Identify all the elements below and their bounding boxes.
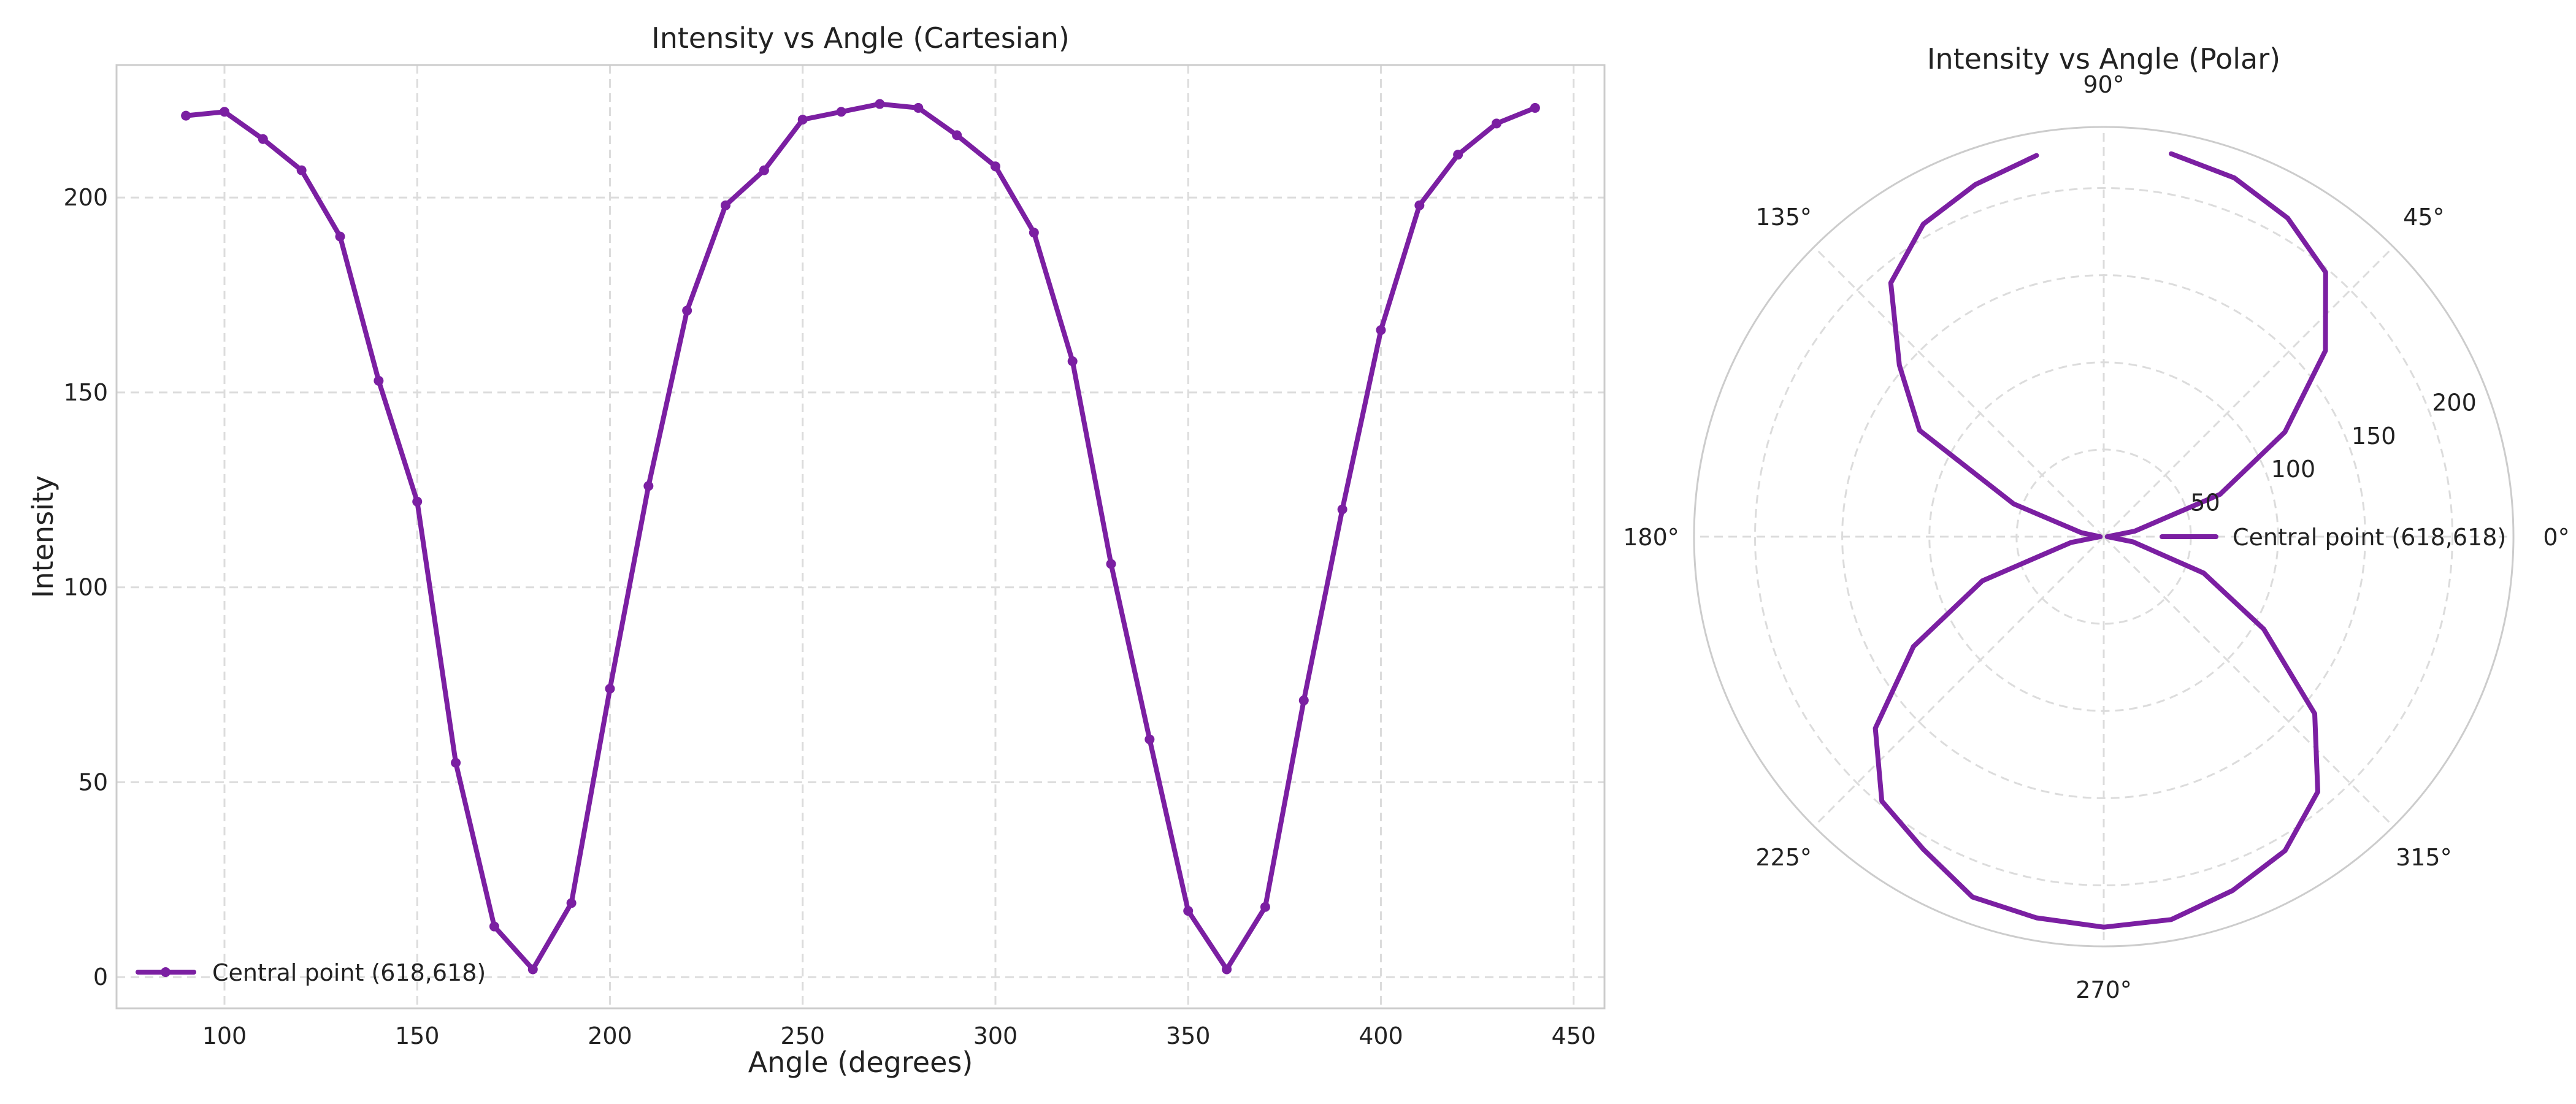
cartesian-data-point — [952, 130, 962, 140]
cartesian-x-tick-label: 200 — [588, 1022, 632, 1049]
cartesian-data-point — [412, 496, 423, 507]
polar-angle-tick-label: 180° — [1623, 524, 1679, 551]
cartesian-data-point — [1183, 906, 1194, 916]
cartesian-x-tick-label: 400 — [1359, 1022, 1403, 1049]
cartesian-data-point — [797, 114, 808, 125]
cartesian-data-point — [489, 921, 499, 932]
cartesian-data-point — [374, 375, 384, 386]
polar-radial-tick-labels: 50 100 150 200 — [2190, 389, 2476, 516]
cartesian-y-tick-label: 200 — [63, 184, 108, 211]
polar-angle-gridline — [2103, 535, 2394, 827]
cartesian-data-point — [682, 305, 692, 316]
polar-radial-gridline — [1754, 186, 2454, 887]
cartesian-data-point — [219, 107, 229, 117]
cartesian-data-point — [335, 231, 345, 242]
cartesian-data-point — [1144, 734, 1155, 745]
cartesian-data-point — [1222, 964, 1232, 975]
polar-angle-tick-label: 270° — [2076, 976, 2132, 1003]
polar-legend-label: Central point (618,618) — [2233, 524, 2506, 551]
polar-angle-gridline — [2103, 246, 2394, 538]
polar-radial-tick-label: 200 — [2432, 389, 2477, 416]
polar-chart: 0° 45° 90° 135° 180° 225° 270° 315° 50 100 150 200… — [1623, 42, 2569, 1003]
cartesian-data-point — [1376, 325, 1386, 335]
polar-angle-tick-label: 225° — [1755, 844, 1812, 871]
cartesian-data-point — [1414, 200, 1425, 210]
cartesian-data-point — [527, 964, 538, 975]
cartesian-data-point — [643, 481, 654, 491]
polar-angle-gridline — [1813, 535, 2105, 827]
cartesian-data-point — [1067, 356, 1078, 367]
cartesian-data-point — [1298, 695, 1309, 705]
cartesian-series-line — [183, 101, 1538, 972]
cartesian-data-point — [913, 102, 924, 113]
polar-gridlines — [1694, 127, 2513, 946]
polar-series-line — [1873, 151, 2328, 930]
cartesian-y-tick-label: 150 — [63, 379, 108, 406]
cartesian-plot-frame — [115, 64, 1606, 1010]
polar-angle-tick-label: 45° — [2403, 204, 2444, 231]
cartesian-gridlines — [117, 65, 1604, 1008]
polar-angle-tick-label: 315° — [2396, 844, 2452, 871]
cartesian-data-point — [1453, 150, 1463, 160]
cartesian-data-point — [1337, 504, 1347, 515]
cartesian-data-point — [296, 165, 307, 175]
cartesian-data-point — [566, 898, 577, 908]
cartesian-data-point — [1530, 102, 1540, 113]
cartesian-data-point — [1260, 902, 1270, 912]
cartesian-chart-title: Intensity vs Angle (Cartesian) — [651, 21, 1070, 55]
cartesian-chart: 100 150 200 250 300 350 400 450 0 50 100 150 200 In… — [26, 21, 1606, 1079]
polar-angle-tick-label: 90° — [2083, 71, 2124, 98]
cartesian-data-point — [875, 99, 885, 109]
polar-angle-tick-label: 135° — [1755, 204, 1812, 231]
cartesian-data-point — [990, 161, 1000, 172]
polar-angle-tick-label: 0° — [2543, 524, 2569, 551]
cartesian-x-tick-label: 450 — [1551, 1022, 1596, 1049]
cartesian-data-point — [1029, 228, 1039, 238]
cartesian-data-points — [181, 99, 1540, 975]
polar-radial-tick-label: 100 — [2271, 456, 2316, 483]
cartesian-x-tick-label: 150 — [395, 1022, 440, 1049]
cartesian-data-point — [759, 165, 769, 175]
polar-angle-tick-labels: 0° 45° 90° 135° 180° 225° 270° 315° — [1623, 71, 2569, 1003]
cartesian-data-point — [258, 134, 268, 144]
cartesian-data-point — [721, 200, 731, 210]
cartesian-y-tick-labels: 0 50 100 150 200 — [63, 184, 108, 991]
cartesian-y-tick-label: 0 — [93, 964, 108, 991]
cartesian-x-tick-label: 250 — [780, 1022, 825, 1049]
polar-chart-title: Intensity vs Angle (Polar) — [1927, 42, 2280, 75]
cartesian-x-tick-labels: 100 150 200 250 300 350 400 450 — [202, 1022, 1596, 1049]
cartesian-legend-swatch-marker — [161, 967, 171, 977]
cartesian-x-axis-label: Angle (degrees) — [748, 1046, 973, 1079]
cartesian-x-tick-label: 300 — [973, 1022, 1018, 1049]
cartesian-y-axis-label: Intensity — [26, 475, 59, 598]
cartesian-data-point — [1492, 118, 1502, 129]
polar-outer-circle — [1693, 126, 2515, 948]
cartesian-legend-label: Central point (618,618) — [212, 959, 486, 986]
cartesian-data-point — [181, 110, 191, 121]
cartesian-data-point — [836, 107, 846, 117]
polar-legend: Central point (618,618) — [2160, 524, 2506, 551]
cartesian-data-point — [605, 683, 615, 694]
polar-radial-tick-label: 150 — [2352, 423, 2396, 450]
cartesian-data-point — [451, 757, 461, 768]
cartesian-x-tick-label: 100 — [202, 1022, 247, 1049]
cartesian-data-point — [1106, 559, 1116, 569]
polar-angle-gridline — [1813, 246, 2105, 538]
cartesian-x-tick-label: 350 — [1166, 1022, 1211, 1049]
cartesian-legend: Central point (618,618) — [136, 959, 486, 986]
polar-radial-tick-label: 50 — [2190, 489, 2220, 516]
cartesian-y-tick-label: 50 — [79, 769, 108, 795]
cartesian-y-tick-label: 100 — [63, 574, 108, 601]
